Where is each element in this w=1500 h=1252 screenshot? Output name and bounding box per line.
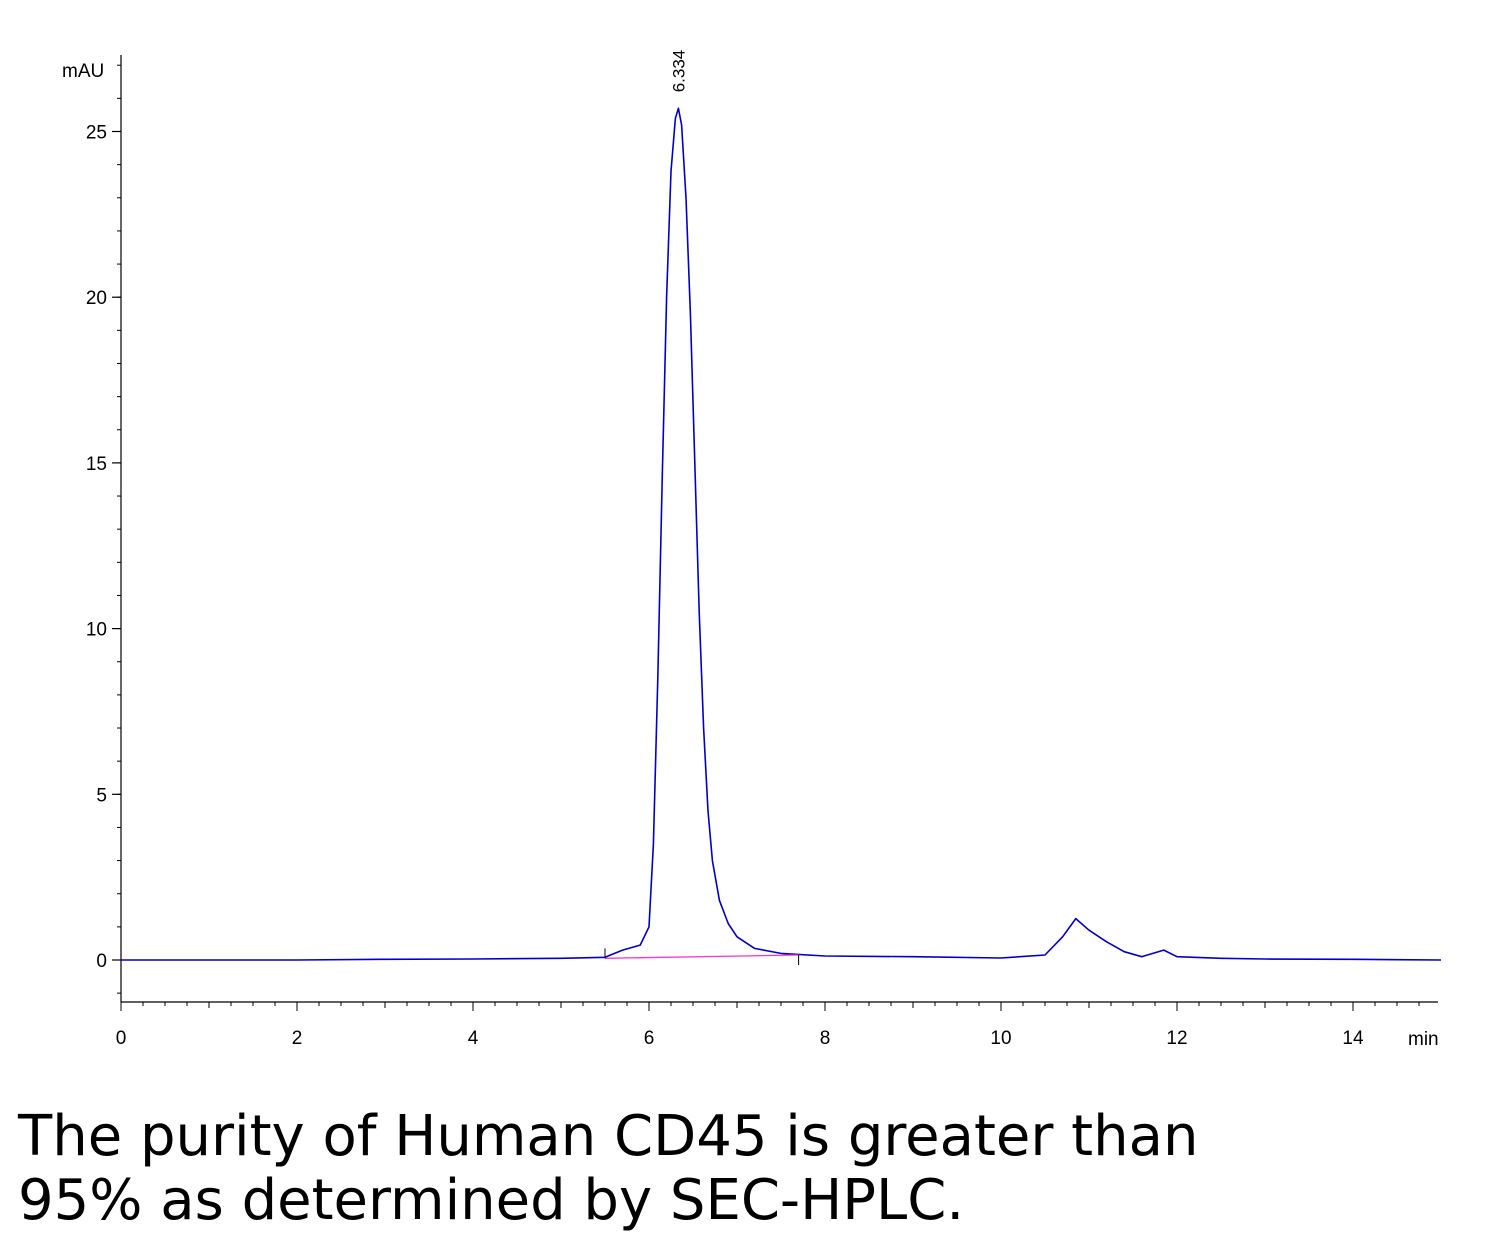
x-axis-unit: min xyxy=(1408,1029,1439,1050)
y-tick-label: 10 xyxy=(86,620,107,641)
baseline-trace xyxy=(604,954,799,959)
caption-line-2: 95% as determined by SEC-HPLC. xyxy=(18,1168,965,1233)
x-tick-label: 2 xyxy=(292,1028,303,1049)
y-tick-label: 0 xyxy=(96,951,107,972)
y-axis: 0 5 10 15 20 25 xyxy=(86,55,122,1002)
x-tick-label: 6 xyxy=(644,1028,655,1049)
y-axis-unit: mAU xyxy=(62,61,104,82)
x-tick-label: 12 xyxy=(1166,1028,1187,1049)
purity-caption: The purity of Human CD45 is greater than… xyxy=(18,1105,1478,1233)
caption-line-1: The purity of Human CD45 is greater than xyxy=(18,1104,1199,1169)
y-tick-label: 20 xyxy=(86,288,107,309)
x-tick-label: 4 xyxy=(468,1028,479,1049)
series-layer xyxy=(121,107,1442,966)
x-tick-label: 0 xyxy=(116,1028,127,1049)
x-tick-label: 10 xyxy=(990,1028,1011,1049)
y-tick-label: 15 xyxy=(86,454,107,475)
y-tick-label: 25 xyxy=(86,123,107,144)
y-tick-label: 5 xyxy=(96,785,107,806)
x-tick-label: 14 xyxy=(1342,1028,1364,1049)
chromatogram-trace xyxy=(121,107,1442,961)
annotation-layer: 6.334 xyxy=(669,50,688,93)
x-axis: 0 2 4 6 8 10 12 14 xyxy=(116,1001,1438,1049)
hplc-chromatogram: 0 5 10 15 20 25 0 2 4 6 8 10 12 14 mAU min 6.334 xyxy=(62,50,1442,1050)
peak-retention-label: 6.334 xyxy=(669,50,688,93)
x-tick-label: 8 xyxy=(820,1028,831,1049)
